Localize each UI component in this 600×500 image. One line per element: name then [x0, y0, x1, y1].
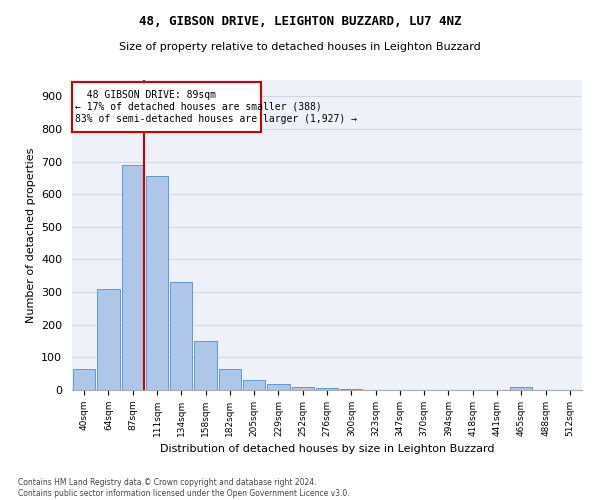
- Bar: [292, 386, 314, 390]
- Bar: [194, 341, 217, 390]
- FancyBboxPatch shape: [73, 82, 262, 132]
- Text: 48 GIBSON DRIVE: 89sqm
← 17% of detached houses are smaller (388)
83% of semi-de: 48 GIBSON DRIVE: 89sqm ← 17% of detached…: [75, 90, 357, 124]
- Bar: [73, 369, 95, 390]
- Text: Size of property relative to detached houses in Leighton Buzzard: Size of property relative to detached ho…: [119, 42, 481, 52]
- Text: Contains HM Land Registry data © Crown copyright and database right 2024.
Contai: Contains HM Land Registry data © Crown c…: [18, 478, 350, 498]
- Bar: [122, 165, 144, 390]
- X-axis label: Distribution of detached houses by size in Leighton Buzzard: Distribution of detached houses by size …: [160, 444, 494, 454]
- Text: 48, GIBSON DRIVE, LEIGHTON BUZZARD, LU7 4NZ: 48, GIBSON DRIVE, LEIGHTON BUZZARD, LU7 …: [139, 15, 461, 28]
- Bar: [97, 289, 119, 390]
- Bar: [510, 388, 532, 390]
- Bar: [243, 380, 265, 390]
- Bar: [146, 176, 168, 390]
- Bar: [340, 389, 362, 390]
- Bar: [316, 388, 338, 390]
- Bar: [170, 282, 193, 390]
- Bar: [267, 384, 290, 390]
- Bar: [218, 369, 241, 390]
- Y-axis label: Number of detached properties: Number of detached properties: [26, 148, 35, 322]
